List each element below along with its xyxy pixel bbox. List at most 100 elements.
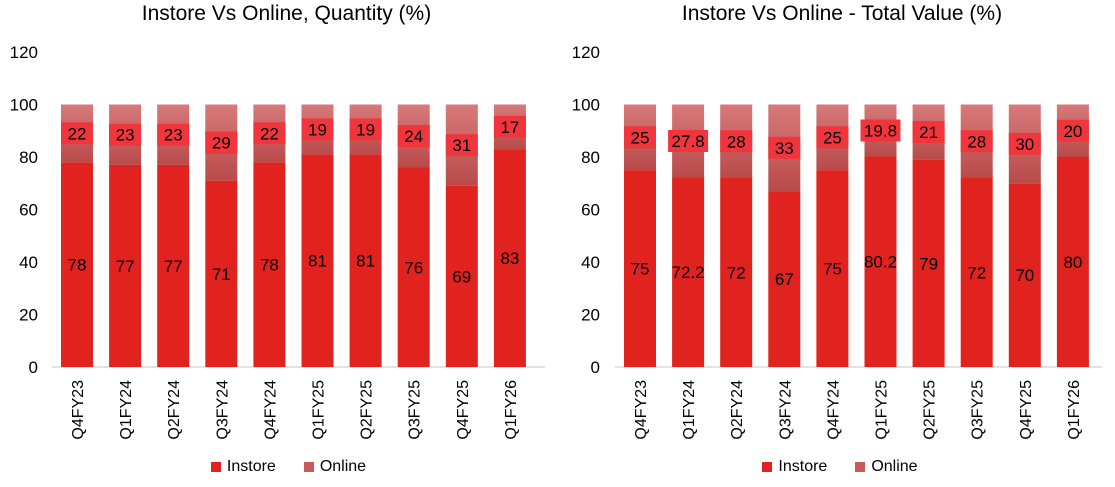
online-data-label: 19 (356, 120, 375, 139)
y-tick-label: 60 (581, 201, 600, 220)
legend-label-instore: Instore (778, 458, 828, 475)
legend-item-instore: Instore (762, 458, 827, 476)
online-data-label: 22 (68, 124, 87, 143)
bar-instore (349, 154, 382, 367)
instore-data-label: 72 (967, 264, 986, 283)
instore-data-label: 81 (356, 252, 375, 271)
bar-instore (912, 159, 945, 367)
online-label-box (61, 122, 93, 145)
online-label-box (668, 129, 709, 152)
y-tick-label: 80 (581, 148, 600, 167)
online-label-box (720, 130, 753, 153)
x-tick-label: Q3FY24 (777, 380, 794, 440)
online-data-label: 29 (212, 134, 231, 153)
online-data-label: 28 (967, 132, 986, 151)
y-tick-label: 0 (29, 358, 38, 377)
x-tick-label: Q2FY25 (922, 380, 939, 440)
online-data-label: 31 (452, 136, 471, 155)
x-tick-label: Q3FY24 (214, 380, 231, 440)
x-tick-label: Q2FY24 (166, 380, 183, 440)
instore-data-label: 71 (212, 265, 231, 284)
online-data-label: 25 (823, 128, 842, 147)
instore-data-label: 78 (260, 256, 279, 275)
instore-data-label: 80 (1063, 253, 1082, 272)
online-label-box (960, 130, 993, 153)
chart-legend: Instore Online (561, 458, 1115, 476)
bar-instore (720, 178, 753, 367)
online-label-box (253, 122, 286, 145)
x-tick-label: Q1FY25 (874, 380, 891, 440)
bar-instore (960, 178, 993, 367)
legend-label-instore: Instore (226, 458, 276, 475)
bar-instore (301, 154, 334, 367)
legend-item-online: Online (303, 458, 367, 476)
instore-data-label: 77 (116, 257, 135, 276)
online-label-box (157, 123, 190, 146)
instore-data-label: 77 (164, 257, 183, 276)
y-tick-label: 40 (19, 253, 38, 272)
instore-data-label: 70 (1015, 266, 1034, 285)
x-tick-label: Q4FY24 (262, 380, 279, 440)
online-label-box (768, 136, 801, 159)
value-chart-plot: 0 20 40 60 80 100 120 25 75 Q4FY23 27.8 72.2 Q1FY24 2… (572, 43, 1102, 440)
x-tick-label: Q1FY24 (681, 380, 698, 440)
bar-instore (624, 170, 656, 367)
instore-data-label: 81 (308, 252, 327, 271)
online-label-box (624, 126, 656, 149)
bar-instore (816, 170, 849, 367)
online-label-box (493, 115, 526, 138)
online-data-label: 20 (1063, 122, 1082, 141)
instore-data-label: 75 (823, 260, 842, 279)
bar-instore (1008, 183, 1041, 367)
chart-title: Instore Vs Online - Total Value (%) (681, 2, 1003, 25)
bar-instore (672, 177, 705, 367)
instore-data-label: 78 (68, 256, 87, 275)
online-data-label: 22 (260, 124, 279, 143)
x-tick-label: Q2FY24 (729, 380, 746, 440)
x-tick-label: Q1FY26 (1066, 380, 1083, 440)
bar-instore (397, 167, 430, 367)
instore-data-label: 69 (452, 267, 471, 286)
instore-data-label: 83 (500, 249, 519, 268)
x-tick-label: Q1FY24 (118, 380, 135, 440)
online-data-label: 19 (308, 120, 327, 139)
instore-data-label: 76 (404, 258, 423, 277)
online-swatch-icon (303, 462, 314, 472)
online-label-box (860, 119, 901, 142)
y-tick-label: 100 (572, 96, 600, 115)
legend-item-online: Online (855, 458, 918, 476)
x-tick-label: Q2FY25 (359, 380, 376, 440)
y-tick-label: 120 (572, 43, 600, 62)
y-tick-label: 80 (19, 148, 38, 167)
x-tick-label: Q4FY25 (1018, 380, 1035, 440)
online-label-box (301, 118, 334, 141)
bar-instore (493, 149, 526, 367)
x-tick-label: Q1FY26 (503, 380, 520, 440)
y-tick-label: 120 (10, 43, 38, 62)
instore-data-label: 79 (919, 254, 938, 273)
y-tick-label: 20 (581, 306, 600, 325)
bar-instore (157, 164, 190, 367)
instore-data-label: 67 (775, 270, 794, 289)
bar-instore (109, 164, 142, 367)
online-label-box (1008, 132, 1041, 155)
legend-label-online: Online (871, 458, 918, 475)
online-label-box (445, 134, 478, 157)
online-data-label: 27.8 (672, 132, 705, 151)
legend-label-online: Online (319, 458, 367, 475)
online-label-box (816, 126, 849, 149)
instore-data-label: 75 (631, 260, 650, 279)
online-label-box (397, 125, 430, 147)
instore-data-label: 80.2 (864, 253, 897, 272)
bar-instore (1056, 157, 1089, 367)
instore-data-label: 72 (727, 264, 746, 283)
x-tick-label: Q1FY25 (311, 380, 328, 440)
instore-data-label: 72.2 (672, 263, 705, 282)
online-label-box (109, 123, 142, 146)
y-tick-label: 40 (581, 253, 600, 272)
value-chart-panel: Instore Vs Online - Total Value (%) 0 20 4… (557, 0, 1115, 487)
online-data-label: 17 (500, 118, 519, 137)
online-data-label: 19.8 (864, 121, 897, 140)
y-tick-label: 0 (591, 358, 600, 377)
quantity-chart-panel: Instore Vs Online, Quantity (%) 0 20 40 60 8… (0, 0, 557, 487)
